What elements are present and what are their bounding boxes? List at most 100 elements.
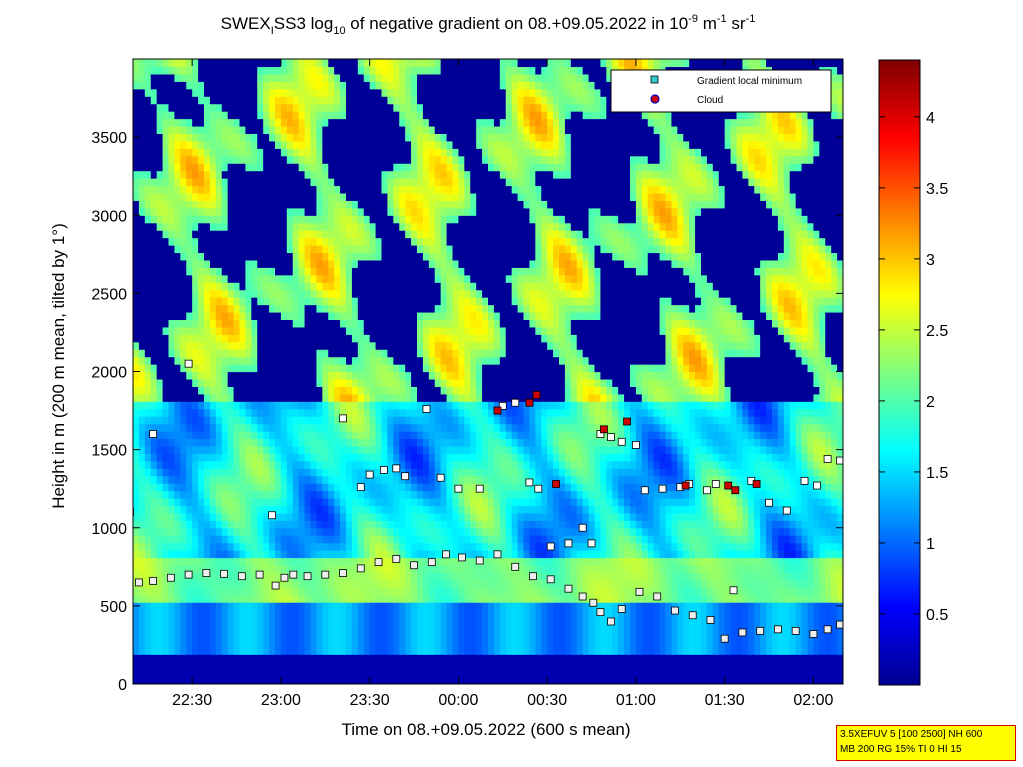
heatmap-cell: [476, 438, 483, 447]
heatmap-cell: [316, 200, 323, 209]
heatmap-cell: [233, 252, 241, 261]
heatmap-cell: [221, 356, 229, 365]
heatmap-cell: [198, 512, 205, 521]
heatmap-cell: [227, 304, 235, 313]
heatmap-cell: [458, 639, 465, 648]
heatmap-cell: [351, 639, 359, 648]
heatmap-cell: [411, 594, 418, 603]
heatmap-cell: [411, 364, 418, 373]
heatmap-cell: [138, 438, 146, 447]
heatmap-cell: [381, 550, 389, 559]
heatmap-cell: [251, 192, 258, 201]
heatmap-cell: [150, 215, 158, 224]
heatmap-cell: [346, 326, 353, 335]
heatmap-cell: [245, 393, 252, 402]
heatmap-cell: [298, 475, 306, 484]
heatmap-cell: [399, 505, 406, 514]
heatmap-cell: [292, 661, 300, 670]
heatmap-cell: [304, 170, 312, 179]
heatmap-cell: [275, 192, 282, 201]
heatmap-cell: [452, 423, 460, 432]
heatmap-cell: [204, 527, 211, 536]
heatmap-cell: [162, 423, 170, 432]
heatmap-cell: [168, 669, 176, 678]
heatmap-cell: [310, 118, 318, 127]
heatmap-cell: [375, 297, 383, 306]
heatmap-cell: [292, 550, 300, 559]
heatmap-cell: [192, 401, 199, 410]
heatmap-cell: [180, 460, 187, 469]
heatmap-cell: [470, 669, 477, 678]
heatmap-cell: [334, 140, 341, 149]
heatmap-cell: [375, 416, 383, 425]
heatmap-cell: [393, 200, 400, 209]
heatmap-cell: [150, 96, 158, 105]
heatmap-cell: [393, 163, 400, 172]
heatmap-cell: [257, 468, 264, 477]
heatmap-cell: [162, 631, 170, 640]
heatmap-cell: [292, 520, 300, 529]
heatmap-cell: [269, 237, 276, 246]
heatmap-cell: [192, 178, 199, 187]
heatmap-cell: [204, 438, 211, 447]
heatmap-cell: [292, 88, 300, 97]
heatmap-cell: [156, 207, 164, 216]
heatmap-cell: [263, 222, 270, 231]
heatmap-cell: [233, 416, 241, 425]
heatmap-cell: [470, 59, 477, 68]
heatmap-cell: [310, 609, 318, 618]
heatmap-cell: [156, 631, 164, 640]
heatmap-layer: [133, 59, 843, 684]
heatmap-cell: [269, 170, 276, 179]
heatmap-cell: [363, 140, 371, 149]
heatmap-cell: [156, 386, 164, 395]
heatmap-cell: [227, 237, 235, 246]
heatmap-cell: [357, 468, 365, 477]
heatmap-cell: [476, 564, 483, 573]
heatmap-cell: [334, 237, 341, 246]
heatmap-cell: [215, 111, 223, 120]
heatmap-cell: [144, 252, 152, 261]
heatmap-cell: [251, 215, 258, 224]
heatmap-cell: [275, 267, 282, 276]
heatmap-cell: [209, 624, 217, 633]
heatmap-cell: [422, 609, 430, 618]
heatmap-cell: [263, 125, 270, 134]
heatmap-cell: [375, 661, 383, 670]
heatmap-cell: [363, 311, 371, 321]
heatmap-cell: [280, 497, 288, 507]
heatmap-cell: [470, 639, 477, 648]
heatmap-cell: [422, 245, 430, 254]
heatmap-cell: [280, 371, 288, 380]
heatmap-cell: [180, 490, 187, 499]
heatmap-cell: [482, 408, 489, 417]
heatmap-cell: [363, 617, 371, 626]
heatmap-cell: [192, 542, 199, 551]
heatmap-cell: [381, 349, 389, 358]
heatmap-cell: [204, 289, 211, 298]
heatmap-cell: [417, 445, 424, 454]
heatmap-cell: [186, 483, 193, 492]
heatmap-cell: [458, 155, 465, 164]
heatmap-cell: [440, 617, 448, 626]
heatmap-cell: [198, 587, 205, 596]
heatmap-cell: [215, 185, 223, 194]
heatmap-cell: [464, 617, 471, 626]
heatmap-cell: [215, 587, 223, 596]
heatmap-cell: [269, 654, 276, 663]
heatmap-cell: [346, 408, 353, 417]
heatmap-cell: [263, 445, 270, 454]
heatmap-cell: [357, 550, 365, 559]
heatmap-cell: [192, 96, 199, 105]
heatmap-cell: [186, 259, 193, 268]
heatmap-cell: [399, 140, 406, 149]
heatmap-cell: [351, 594, 359, 603]
heatmap-cell: [156, 140, 164, 149]
heatmap-cell: [144, 669, 152, 678]
heatmap-cell: [144, 66, 152, 75]
heatmap-cell: [298, 125, 306, 134]
heatmap-cell: [204, 125, 211, 134]
heatmap-cell: [239, 564, 247, 573]
heatmap-cell: [286, 289, 294, 298]
heatmap-cell: [405, 155, 412, 164]
